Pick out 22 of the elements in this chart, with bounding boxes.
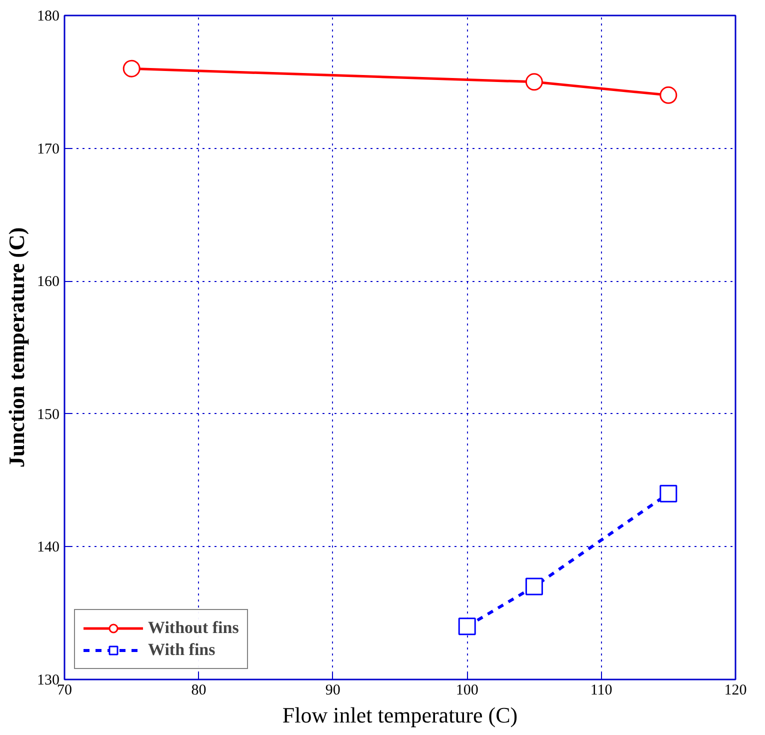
point	[525, 578, 543, 596]
x-tick-label: 100	[456, 682, 478, 698]
x-tick-label: 110	[590, 682, 612, 698]
legend-label: Without fins	[148, 618, 239, 638]
point	[660, 484, 678, 502]
y-tick-label: 140	[37, 540, 60, 556]
point	[660, 86, 678, 104]
x-tick-label: 120	[724, 682, 747, 698]
point	[122, 60, 140, 78]
point	[458, 618, 476, 636]
x-axis-title: Flow inlet temperature (C)	[282, 702, 518, 728]
y-tick-label: 170	[37, 141, 60, 158]
x-tick-label: 90	[325, 682, 340, 698]
y-tick-label: 180	[37, 8, 60, 24]
point	[525, 73, 543, 91]
y-tick-label: 160	[37, 274, 60, 290]
y-axis-title: Junction temperature (C)	[4, 227, 29, 468]
x-tick-label: 70	[57, 682, 72, 698]
y-tick-label: 130	[37, 672, 60, 688]
legend-label: With fins	[148, 640, 216, 660]
y-tick-label: 150	[37, 406, 60, 423]
x-tick-label: 80	[191, 682, 206, 698]
